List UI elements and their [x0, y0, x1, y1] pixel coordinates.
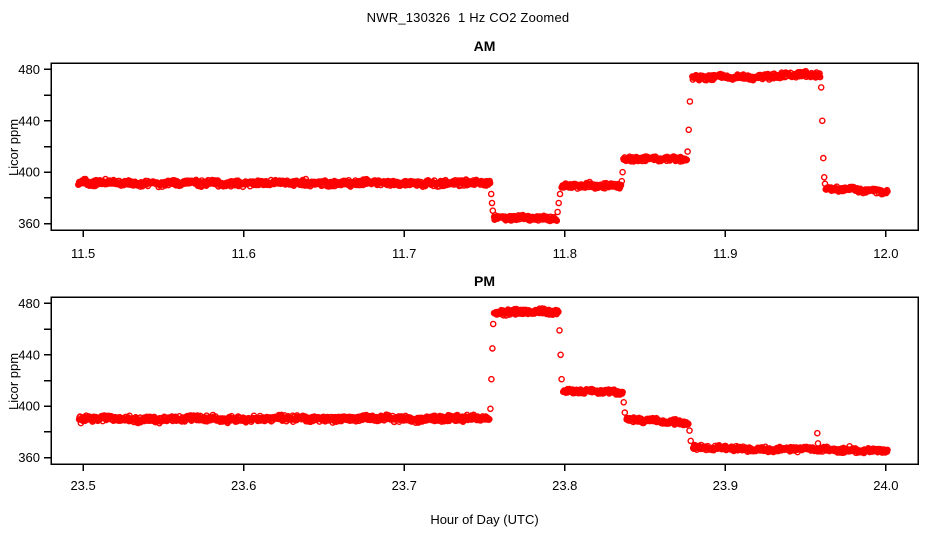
x-tick-label: 23.5	[70, 478, 95, 493]
y-tick-label: 400	[18, 165, 40, 180]
y-tick-label: 440	[18, 113, 40, 128]
plot-box	[50, 296, 919, 465]
x-tick-label: 23.7	[392, 478, 417, 493]
y-tick-label: 360	[18, 216, 40, 231]
panel-title-pm: PM	[474, 273, 495, 289]
plot-box	[50, 62, 919, 231]
x-tick-label: 11.9	[713, 246, 737, 261]
x-tick-label: 11.7	[392, 246, 416, 261]
panel-pm: 23.5 23.6 23.7 23.8 23.9 24.0 360 400 440 480	[18, 296, 919, 493]
x-tick-label: 12.0	[873, 246, 898, 261]
scatter-points-pm	[75, 305, 891, 457]
x-axis-label: Hour of Day (UTC)	[430, 512, 539, 527]
panel-am: 11.5 11.6 11.7 11.8 11.9 12.0 360 400 440 480	[18, 62, 919, 261]
y-tick-label: 480	[18, 62, 40, 77]
x-tick-label: 23.6	[231, 478, 256, 493]
panel-title-am: AM	[473, 38, 496, 54]
x-tick-label: 11.8	[553, 246, 577, 261]
y-tick-label: 440	[18, 347, 40, 362]
x-tick-label: 23.9	[713, 478, 738, 493]
chart-title: NWR_130326 1 Hz CO2 Zoomed	[366, 10, 570, 25]
x-tick-label: 11.6	[231, 246, 255, 261]
x-tick-label: 11.5	[71, 246, 95, 261]
scatter-points-am	[75, 67, 891, 225]
y-tick-label: 480	[18, 296, 40, 311]
y-tick-label: 400	[18, 399, 40, 414]
y-tick-label: 360	[18, 450, 40, 465]
x-tick-label: 23.8	[552, 478, 577, 493]
x-tick-label: 24.0	[873, 478, 898, 493]
